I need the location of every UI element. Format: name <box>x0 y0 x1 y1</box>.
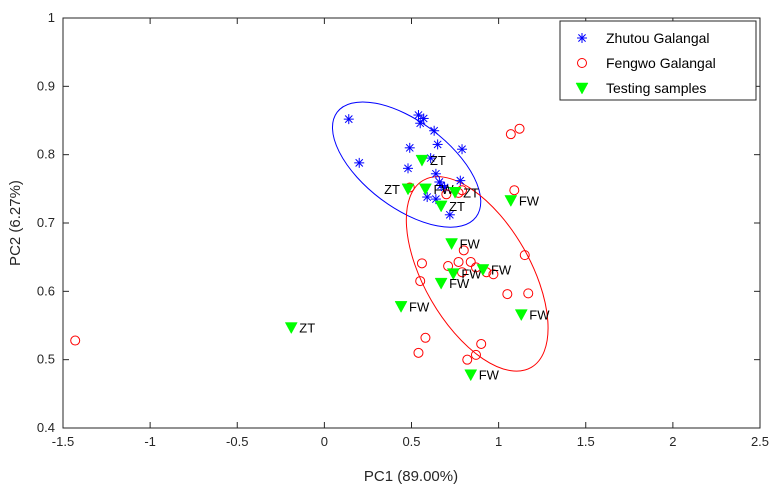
axis-ticks: -1.5 -1 -0.5 0 0.5 1 1.5 2 2.5 0.4 0.5 0.6 0.7 0.8 0.9… <box>37 10 769 449</box>
zhutou-point <box>418 113 429 124</box>
legend-entry-label: Zhutou Galangal <box>606 30 710 46</box>
y-tick-label: 0.6 <box>37 283 55 298</box>
fengwo-point <box>443 261 454 272</box>
testing-point <box>284 322 298 335</box>
testing-point <box>448 187 462 199</box>
zhutou-point <box>457 144 468 155</box>
y-tick-label: 0.4 <box>37 420 55 435</box>
legend-marker-fengwo <box>577 58 587 68</box>
x-tick-label: 2.5 <box>751 434 769 449</box>
testing-point <box>476 264 490 276</box>
y-tick-label: 1 <box>48 10 55 25</box>
x-tick-label: 0 <box>321 434 328 449</box>
fengwo-point <box>505 129 516 140</box>
zhutou-point <box>343 114 354 125</box>
fengwo-point <box>458 245 469 256</box>
testing-point <box>504 195 518 207</box>
fengwo-point <box>441 189 452 200</box>
x-tick-label: -1 <box>144 434 156 449</box>
zhutou-point <box>432 139 443 150</box>
zhutou-point <box>444 209 455 220</box>
zhutou-ellipse <box>331 101 482 228</box>
x-tick-label: 1 <box>495 434 502 449</box>
fengwo-point <box>470 349 481 360</box>
y-tick-label: 0.9 <box>37 78 55 93</box>
fengwo-ellipse <box>405 176 549 372</box>
zhutou-point <box>403 163 414 174</box>
testing-point-label: ZT <box>299 321 315 336</box>
fengwo-point <box>415 276 426 287</box>
fengwo-point <box>462 354 473 365</box>
testing-point-label: FW <box>409 299 430 314</box>
testing-point-label: ZT <box>430 153 446 168</box>
legend-entry-label: Fengwo Galangal <box>606 55 716 71</box>
testing-point <box>415 154 429 167</box>
y-axis-label: PC2 (6.27%) <box>7 180 24 266</box>
testing-point-label: FW <box>479 368 500 383</box>
fengwo-point <box>509 185 520 196</box>
testing-point <box>445 238 458 251</box>
y-tick-label: 0.8 <box>37 147 55 162</box>
testing-point-label: ZT <box>449 199 465 214</box>
fengwo-point <box>519 250 530 261</box>
legend-box <box>559 20 757 101</box>
confidence-ellipses <box>331 101 549 372</box>
fengwo-point <box>416 258 427 269</box>
zhutou-point <box>422 192 433 203</box>
legend-marker-zhutou <box>577 33 587 43</box>
zhutou-point <box>413 110 424 121</box>
zhutou-point <box>425 153 436 164</box>
testing-point-label: ZT <box>463 185 479 200</box>
testing-point <box>434 277 448 290</box>
testing-point <box>401 183 415 196</box>
fengwo-point <box>523 288 534 299</box>
y-tick-label: 0.5 <box>37 352 55 367</box>
fengwo-point <box>420 332 431 343</box>
testing-point-label: FW <box>461 267 482 282</box>
zhutou-point <box>436 180 447 191</box>
testing-point <box>434 200 448 213</box>
x-axis-label: PC1 (89.00%) <box>364 468 458 485</box>
testing-point-label: FW <box>519 193 540 208</box>
testing-point-label: FW <box>491 262 512 277</box>
testing-point-label: FW <box>449 276 470 291</box>
fengwo-point <box>465 256 476 267</box>
testing-point-label: FW <box>433 182 454 197</box>
x-tick-label: -1.5 <box>52 434 74 449</box>
testing-point-label: ZT <box>384 182 400 197</box>
legend-items: Zhutou Galangal Fengwo Galangal Testing sa… <box>575 30 716 96</box>
testing-point <box>514 309 528 322</box>
testing-point-label: FW <box>529 308 550 323</box>
fengwo-point <box>502 289 513 300</box>
fengwo-point <box>488 269 499 280</box>
testing-point <box>394 301 408 313</box>
x-tick-label: 1.5 <box>577 434 595 449</box>
testing-point <box>446 268 460 281</box>
testing-point-label: FW <box>460 237 481 252</box>
zhutou-point <box>354 157 365 168</box>
zhutou-point <box>404 142 415 153</box>
x-tick-label: 0.5 <box>402 434 420 449</box>
fengwo-point <box>413 347 424 358</box>
fengwo-point <box>514 123 525 134</box>
zhutou-point <box>429 125 440 136</box>
y-tick-label: 0.7 <box>37 215 55 230</box>
fengwo-point <box>476 338 487 349</box>
fengwo-point <box>453 256 464 267</box>
zhutou-point <box>455 175 466 186</box>
fengwo-point <box>70 335 81 346</box>
testing-point <box>419 183 432 196</box>
legend-marker-testing <box>575 82 589 95</box>
testing-point <box>464 369 478 382</box>
zhutou-point <box>430 168 441 179</box>
legend: Zhutou Galangal Fengwo Galangal Testing sa… <box>559 20 757 101</box>
x-tick-label: -0.5 <box>226 434 248 449</box>
x-tick-label: 2 <box>669 434 676 449</box>
legend-entry-label: Testing samples <box>606 80 706 96</box>
